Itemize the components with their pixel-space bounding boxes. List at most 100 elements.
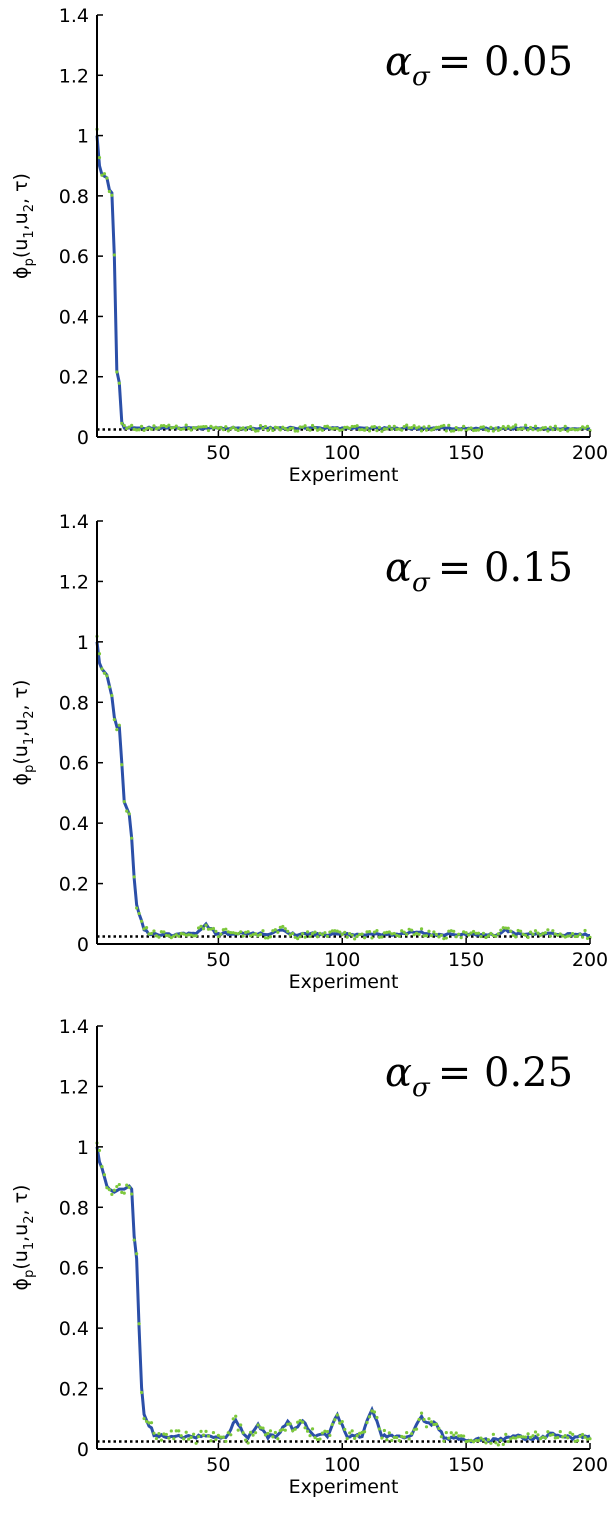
measured-point bbox=[568, 427, 572, 432]
measured-point bbox=[353, 937, 357, 941]
measured-point bbox=[496, 932, 500, 936]
measured-point bbox=[459, 1434, 463, 1438]
measured-series bbox=[95, 127, 592, 433]
measured-point bbox=[469, 426, 473, 430]
measured-point bbox=[263, 936, 268, 940]
measured-point bbox=[338, 930, 342, 934]
measured-point bbox=[229, 930, 233, 935]
measured-point bbox=[528, 930, 533, 934]
measured-point bbox=[305, 427, 310, 431]
measured-point bbox=[276, 1437, 280, 1441]
measured-point bbox=[293, 1427, 297, 1431]
measured-point bbox=[320, 428, 325, 432]
measured-point bbox=[427, 929, 431, 933]
measured-point bbox=[157, 426, 161, 430]
measured-point bbox=[261, 929, 265, 933]
measured-point bbox=[187, 933, 191, 937]
measured-point bbox=[444, 936, 448, 940]
measured-point bbox=[263, 424, 268, 429]
measured-point bbox=[100, 667, 104, 671]
x-tick-label: 100 bbox=[324, 442, 360, 464]
measured-point bbox=[499, 928, 503, 932]
measured-point bbox=[558, 1430, 562, 1434]
measured-point bbox=[387, 930, 391, 934]
measured-point bbox=[516, 1435, 520, 1439]
y-tick-label: 1 bbox=[77, 126, 89, 148]
measured-point bbox=[442, 1439, 446, 1443]
measured-point bbox=[256, 1423, 260, 1427]
measured-point bbox=[561, 427, 565, 431]
measured-point bbox=[182, 932, 186, 936]
measured-point bbox=[187, 1437, 191, 1441]
y-tick-label: 0.6 bbox=[59, 246, 89, 268]
measured-point bbox=[310, 1427, 315, 1431]
measured-point bbox=[546, 1430, 550, 1434]
measured-point bbox=[578, 932, 582, 936]
measured-point bbox=[338, 1421, 342, 1425]
measured-point bbox=[107, 1188, 111, 1192]
measured-point bbox=[390, 427, 394, 431]
measured-point bbox=[481, 425, 486, 429]
measured-point bbox=[355, 934, 359, 938]
measured-point bbox=[541, 1435, 545, 1439]
measured-point bbox=[318, 931, 322, 935]
measured-point bbox=[467, 933, 471, 937]
measured-point bbox=[434, 425, 438, 429]
measured-point bbox=[491, 933, 495, 938]
measured-point bbox=[427, 424, 431, 428]
measured-point bbox=[120, 763, 124, 767]
measured-point bbox=[333, 426, 337, 430]
measured-point bbox=[509, 929, 513, 933]
measured-point bbox=[214, 425, 218, 429]
y-tick-label: 0.6 bbox=[59, 753, 89, 775]
measured-point bbox=[387, 1431, 391, 1435]
measured-point bbox=[469, 931, 473, 935]
measured-point bbox=[494, 1441, 498, 1445]
measured-point bbox=[412, 933, 416, 937]
measured-point bbox=[286, 929, 290, 934]
measured-point bbox=[211, 426, 216, 430]
measured-point bbox=[580, 1432, 585, 1437]
y-tick-label: 0.8 bbox=[59, 186, 89, 208]
measured-point bbox=[162, 423, 166, 428]
measured-point bbox=[348, 426, 352, 430]
measured-point bbox=[122, 423, 126, 428]
measured-point bbox=[209, 424, 213, 428]
measured-point bbox=[226, 1431, 230, 1435]
measured-point bbox=[199, 924, 203, 928]
measured-point bbox=[343, 930, 347, 934]
measured-point bbox=[182, 427, 186, 431]
measured-point bbox=[320, 933, 325, 937]
measured-point bbox=[362, 1430, 367, 1434]
measured-point bbox=[301, 425, 305, 429]
measured-point bbox=[204, 923, 208, 927]
measured-point bbox=[350, 1429, 354, 1433]
measured-point bbox=[276, 426, 280, 430]
x-tick-label: 200 bbox=[572, 949, 608, 971]
measured-point bbox=[167, 1436, 171, 1440]
measured-point bbox=[491, 1432, 495, 1436]
measured-point bbox=[115, 1184, 119, 1189]
measured-point bbox=[501, 1442, 505, 1446]
measured-point bbox=[476, 428, 481, 432]
measured-point bbox=[561, 934, 565, 938]
measured-point bbox=[345, 425, 349, 429]
y-tick-label: 0.8 bbox=[59, 692, 89, 714]
measured-point bbox=[377, 1427, 382, 1431]
measured-point bbox=[291, 1429, 295, 1433]
measured-point bbox=[471, 1440, 476, 1444]
measured-point bbox=[355, 424, 359, 428]
measured-point bbox=[533, 424, 538, 428]
y-tick-label: 0.2 bbox=[59, 874, 89, 896]
measured-point bbox=[434, 1422, 438, 1426]
measured-point bbox=[142, 927, 146, 931]
measured-point bbox=[519, 929, 523, 933]
measured-point bbox=[558, 932, 562, 936]
measured-point bbox=[412, 1428, 416, 1432]
measured-point bbox=[206, 1434, 211, 1438]
measured-point bbox=[286, 1422, 290, 1426]
measured-point bbox=[278, 925, 282, 929]
measured-point bbox=[585, 936, 590, 941]
measured-point bbox=[182, 1437, 186, 1441]
measured-point bbox=[135, 1252, 139, 1256]
